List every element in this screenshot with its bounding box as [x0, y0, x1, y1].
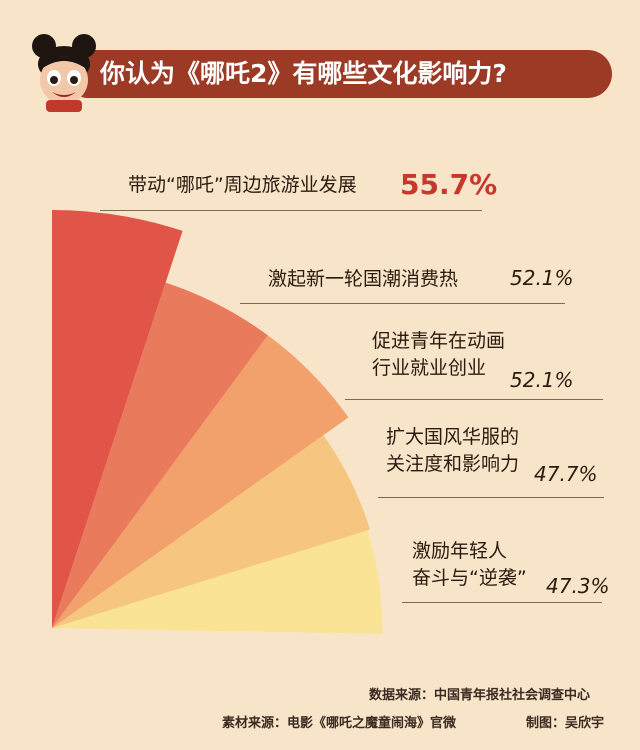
- pie-slice-2: [52, 282, 268, 628]
- value-label-4: 47.7%: [534, 462, 598, 486]
- leader-line-2: [240, 303, 565, 304]
- nezha-mascot-icon: [32, 34, 96, 112]
- leader-line-4: [378, 497, 604, 498]
- title-bar: [64, 50, 612, 98]
- category-label-line: 行业就业创业: [372, 357, 487, 379]
- category-label-line: 奋斗与“逆袭”: [412, 567, 527, 589]
- pie-slice-1: [52, 209, 183, 628]
- category-label-5: 激励年轻人奋斗与“逆袭”: [412, 538, 527, 592]
- leader-line-3: [345, 399, 603, 400]
- leader-line-5: [402, 602, 602, 603]
- category-label-1: 带动“哪吒”周边旅游业发展: [128, 172, 357, 199]
- leader-line-1: [100, 210, 482, 211]
- category-label-line: 激起新一轮国潮消费热: [268, 268, 459, 290]
- made-by: 制图：吴欣宇: [526, 716, 605, 731]
- value-label-2: 52.1%: [510, 266, 574, 290]
- category-label-2: 激起新一轮国潮消费热: [268, 266, 458, 293]
- value-label-3: 52.1%: [510, 368, 574, 392]
- data-source: 数据来源：中国青年报社社会调查中心: [368, 688, 590, 703]
- category-label-line: 扩大国风华服的: [386, 426, 520, 448]
- category-label-line: 激励年轻人: [412, 540, 508, 562]
- pie-slice-5: [52, 530, 383, 634]
- category-label-line: 关注度和影响力: [386, 453, 520, 475]
- value-label-5: 47.3%: [546, 574, 610, 598]
- pie-slice-3: [52, 335, 349, 628]
- category-label-line: 促进青年在动画: [372, 330, 506, 352]
- value-label-1: 55.7%: [400, 168, 498, 201]
- category-label-4: 扩大国风华服的 关注度和影响力: [386, 424, 519, 478]
- chart-title: 你认为《哪吒2》有哪些文化影响力?: [100, 59, 507, 88]
- category-label-3: 促进青年在动画 行业就业创业: [372, 328, 505, 382]
- material-source: 素材来源：电影《哪吒之魔童闹海》官微: [222, 716, 457, 731]
- pie-slice-4: [52, 435, 370, 628]
- category-label-line: 带动“哪吒”周边旅游业发展: [128, 174, 357, 196]
